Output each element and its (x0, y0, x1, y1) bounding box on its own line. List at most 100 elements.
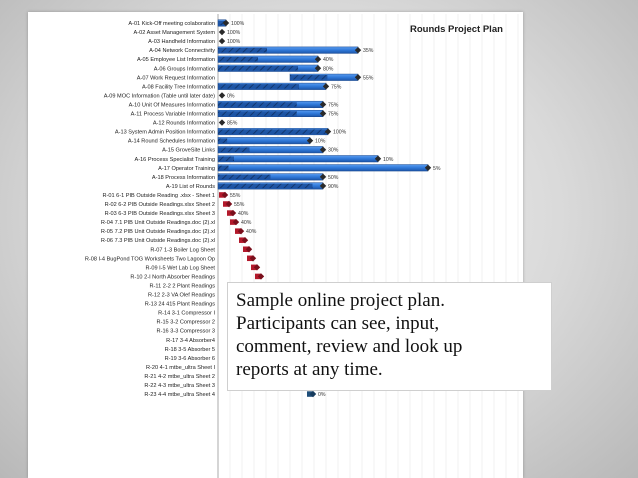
percent-label: 10% (315, 139, 326, 145)
task-label: A-13 System Admin Position Information (115, 130, 215, 136)
task-label: R-15 3-2 Compressor 2 (157, 320, 215, 326)
percent-label: 5% (433, 166, 441, 172)
task-label: A-02 Asset Management System (134, 30, 216, 36)
milestone-diamond-icon (374, 155, 382, 162)
task-progress (218, 183, 313, 189)
milestone-diamond-icon (319, 101, 327, 108)
task-label: A-18 Process Information (152, 175, 215, 181)
milestone-diamond-icon (314, 65, 322, 72)
task-label: R-16 3-3 Compressor 3 (157, 329, 215, 335)
milestone-diamond-icon (319, 182, 327, 190)
task-progress (218, 102, 297, 107)
task-bar[interactable] (217, 155, 379, 163)
percent-label: 10% (383, 157, 394, 163)
task-label: A-06 Groups Information (154, 66, 215, 72)
milestone-diamond-icon (221, 191, 229, 199)
task-label: A-19 List of Rounds (166, 184, 215, 190)
percent-label: 100% (231, 21, 245, 27)
task-label: R-23 4-4 mtbe_ultra Sheet 4 (144, 392, 215, 398)
percent-label: 40% (323, 57, 334, 63)
percent-label: 40% (241, 220, 252, 226)
task-label: R-08 I-4 BugPond TOG Worksheets Two Lago… (85, 256, 215, 262)
task-label: A-11 Process Variable Information (131, 112, 215, 118)
gantt-chart-panel: A-01 Kick-Off meeting colaboration 100% A-… (28, 12, 523, 478)
task-progress (218, 165, 229, 171)
task-label: A-12 Rounds Information (153, 121, 215, 127)
task-label: A-14 Round Schedules Information (128, 139, 215, 145)
task-progress (218, 138, 228, 143)
task-label: A-05 Employee List Information (137, 57, 215, 63)
task-label: R-04 7.1 PIB Unit Outside Readings.doc (… (101, 220, 215, 226)
task-progress (290, 75, 328, 80)
percent-label: 75% (328, 112, 339, 118)
milestone-diamond-icon (232, 218, 240, 226)
task-label: A-17 Operator Training (158, 166, 215, 172)
task-progress (218, 129, 328, 134)
percent-label: 75% (331, 84, 342, 90)
task-label: R-12 2-3 VA Olef Readings (148, 293, 215, 299)
milestone-diamond-icon (253, 264, 261, 271)
task-progress (218, 56, 258, 62)
task-bar[interactable] (217, 137, 311, 145)
percent-label: 40% (246, 229, 257, 235)
milestone-diamond-icon (322, 83, 330, 90)
percent-label: 0% (227, 93, 235, 99)
task-label: R-17 3-4 Absorber4 (166, 338, 215, 344)
milestone-diamond-icon (424, 164, 432, 171)
milestone-diamond-icon (218, 92, 226, 99)
task-label: A-09 MOC Information (Table until later … (104, 93, 215, 99)
chart-title: Rounds Project Plan (410, 24, 503, 35)
percent-label: 75% (328, 102, 339, 108)
percent-label: 100% (227, 39, 241, 45)
milestone-diamond-icon (218, 119, 226, 126)
task-label: R-20 4-1 mtbe_ultra Sheet I (146, 365, 215, 371)
task-label: R-10 2-I North Absorber Readings (130, 274, 215, 280)
milestone-diamond-icon (218, 28, 226, 36)
task-label: R-09 I-5 Wet Lab Log Sheet (145, 265, 215, 271)
milestone-diamond-icon (319, 110, 327, 117)
milestone-diamond-icon (218, 37, 226, 45)
callout-box: Sample online project plan. Participants… (227, 282, 552, 391)
gantt-chart: A-01 Kick-Off meeting colaboration 100% A-… (85, 14, 519, 478)
task-label: R-02 6-2 PIB Outside Readings.xlsx Sheet… (105, 202, 215, 208)
task-label: R-06 7.3 PIB Unit Outside Readings.doc (… (101, 238, 215, 244)
milestone-diamond-icon (249, 255, 257, 262)
milestone-diamond-icon (225, 200, 233, 208)
milestone-diamond-icon (354, 74, 362, 81)
task-label: R-13 24 415 Plant Readings (145, 302, 215, 308)
milestone-diamond-icon (229, 209, 237, 217)
task-label: R-05 7.2 PIB Unit Outside Readings.doc (… (101, 229, 215, 235)
percent-label: 80% (323, 66, 334, 72)
milestone-diamond-icon (319, 173, 327, 181)
milestone-diamond-icon (319, 146, 327, 153)
task-label: R-11 2-2 2 Plant Readings (149, 283, 215, 289)
task-label: A-15 GroveSite Links (162, 148, 215, 154)
task-label: A-03 Handheld Information (148, 39, 215, 45)
percent-label: 90% (328, 184, 339, 190)
milestone-diamond-icon (314, 56, 322, 63)
percent-label: 55% (230, 193, 241, 199)
milestone-diamond-icon (309, 390, 317, 398)
task-label: R-01 6-1 PIB Outside Reading .xlsx - She… (102, 193, 215, 199)
percent-label: 35% (363, 48, 374, 54)
task-label: A-08 Facility Tree Information (142, 84, 215, 90)
task-label: R-19 3-6 Absorber 6 (165, 356, 215, 362)
task-progress (218, 84, 299, 89)
task-progress (218, 66, 298, 71)
task-label: A-16 Process Specialist Training (134, 157, 215, 163)
milestone-diamond-icon (354, 46, 362, 54)
task-label: A-04 Network Connectivity (149, 48, 215, 54)
percent-label: 40% (238, 211, 249, 217)
task-label: R-03 6-3 PIB Outside Readings.xlsx Sheet… (105, 211, 215, 217)
task-label: A-01 Kick-Off meeting colaboration (128, 21, 215, 27)
task-bar[interactable] (217, 164, 429, 172)
task-progress (218, 156, 234, 161)
milestone-diamond-icon (306, 137, 314, 144)
task-label: R-07 1-3 Boiler Log Sheet (150, 247, 215, 253)
task-label: R-21 4-2 mtbe_ultra Sheet 2 (144, 374, 215, 380)
callout-text: Sample online project plan. Participants… (236, 290, 463, 380)
percent-label: 55% (363, 75, 374, 81)
task-progress (218, 147, 250, 152)
percent-label: 100% (333, 130, 347, 136)
